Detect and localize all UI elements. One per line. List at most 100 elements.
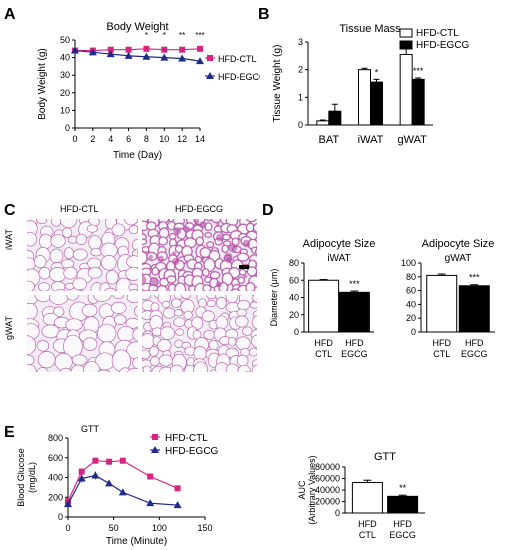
y-tick-label: 0	[411, 327, 416, 337]
adipocyte-cell	[237, 364, 251, 372]
adipocyte-cell	[66, 295, 79, 301]
adipocyte-cell	[65, 318, 83, 332]
category-label-line1: HFD	[393, 519, 412, 529]
micrograph-iwat-egcg	[142, 219, 257, 291]
data-point	[92, 457, 99, 464]
chart-title: GTT	[374, 451, 396, 463]
adipocyte-cell	[125, 266, 138, 281]
significance-mark: ***	[195, 31, 204, 40]
y-tick-label: 200	[48, 492, 63, 502]
panel-letter-b: B	[258, 6, 270, 23]
category-label-line2: CTL	[315, 349, 332, 359]
y-tick-label: 1	[298, 92, 303, 102]
adipocyte-cell	[210, 219, 222, 224]
x-tick-label: 50	[109, 523, 119, 533]
data-point	[178, 54, 187, 62]
adipocyte-cell	[161, 300, 171, 308]
data-point	[196, 57, 204, 65]
adipocyte-cell	[235, 315, 249, 328]
adipocyte-cell	[127, 367, 138, 372]
adipocyte-cell	[252, 295, 257, 303]
adipocyte-cell	[72, 248, 88, 261]
adipocyte-cell	[170, 298, 182, 308]
legend-marker	[151, 446, 159, 453]
adipocyte-size-gwat-chart: Adipocyte SizegWAT020406080100HFDCTLHFDE…	[401, 238, 495, 359]
data-point	[125, 46, 132, 53]
stain-cluster	[142, 275, 147, 285]
data-point	[88, 48, 97, 56]
adipocyte-cell	[158, 354, 174, 367]
adipocyte-cell	[129, 289, 138, 291]
y-axis-label-line1: Blood Glucose	[16, 448, 26, 507]
bar	[308, 279, 340, 333]
legend-label: HFD-CTL	[165, 433, 208, 444]
adipocyte-cell	[249, 301, 257, 309]
adipocyte-cell	[59, 367, 73, 372]
adipocyte-cell	[27, 364, 37, 372]
adipocyte-cell	[166, 275, 177, 284]
significance-mark: ***	[349, 279, 360, 289]
adipocyte-cell	[126, 295, 138, 304]
x-tick-label: 14	[195, 134, 205, 144]
adipocyte-cell	[71, 354, 88, 366]
adipocyte-cell	[209, 271, 221, 280]
adipocyte-cell	[36, 367, 49, 372]
stain-cluster	[225, 257, 232, 264]
adipocyte-cell	[238, 268, 247, 276]
y-tick-label: 800	[48, 433, 63, 443]
stain-cluster	[215, 221, 220, 226]
micrograph-gwat-ctl	[27, 295, 138, 372]
adipocyte-cell	[50, 234, 66, 248]
category-label-line1: HFD	[314, 338, 333, 348]
adipocyte-cell	[174, 339, 184, 349]
adipocyte-cell	[38, 266, 51, 280]
stain-cluster	[171, 251, 177, 256]
adipocyte-cell	[87, 267, 103, 279]
category-label: iWAT	[358, 134, 384, 146]
micrograph-iwat-ctl	[27, 219, 138, 291]
adipocyte-cell	[198, 298, 207, 308]
adipocyte-cell	[36, 340, 50, 352]
adipocyte-cell	[215, 315, 228, 330]
y-tick-label: 80	[289, 258, 299, 268]
data-point	[160, 53, 169, 61]
adipocyte-cell	[132, 357, 138, 370]
data-point	[64, 500, 72, 508]
bar	[458, 285, 490, 333]
x-tick-label: 12	[177, 134, 187, 144]
adipocyte-cell	[170, 364, 184, 372]
category-label-line1: HFD	[432, 338, 451, 348]
adipocyte-cell	[125, 317, 138, 329]
legend-label: HFD-EGCG	[165, 446, 219, 457]
micro-col-label-egcg: HFD-EGCG	[175, 204, 223, 214]
y-tick-label: 40	[289, 293, 299, 303]
category-label-line1: HFD	[345, 338, 364, 348]
adipocyte-cell	[38, 282, 50, 291]
adipocyte-cell	[124, 219, 138, 226]
adipocyte-cell	[252, 222, 257, 233]
category-label: BAT	[319, 134, 340, 146]
adipocyte-cell	[81, 303, 98, 318]
data-point	[119, 457, 126, 464]
adipocyte-cell	[195, 236, 205, 246]
adipocyte-cell	[236, 252, 250, 262]
x-tick-label: 4	[108, 134, 113, 144]
adipocyte-cell	[75, 233, 87, 245]
adipocyte-cell	[245, 219, 257, 223]
data-point	[106, 50, 115, 58]
legend-label: HFD-CTL	[416, 28, 459, 39]
adipocyte-cell	[203, 329, 216, 340]
body-weight-chart: Body Weight 0 10 20 30 40 50 0 2 4 6 8 10 12 14 Time (D…	[37, 21, 260, 161]
adipocyte-cell	[142, 365, 152, 372]
stain-cluster	[173, 227, 182, 236]
adipocyte-cell	[251, 315, 257, 330]
bar	[387, 495, 419, 514]
y-axis-label: Body Weight (g)	[37, 48, 48, 120]
adipocyte-cell	[137, 226, 138, 232]
adipocyte-cell	[131, 238, 138, 251]
adipocyte-cell	[96, 323, 117, 343]
scale-bar	[239, 265, 249, 269]
adipocyte-cell	[27, 280, 35, 291]
adipocyte-cell	[245, 281, 256, 291]
